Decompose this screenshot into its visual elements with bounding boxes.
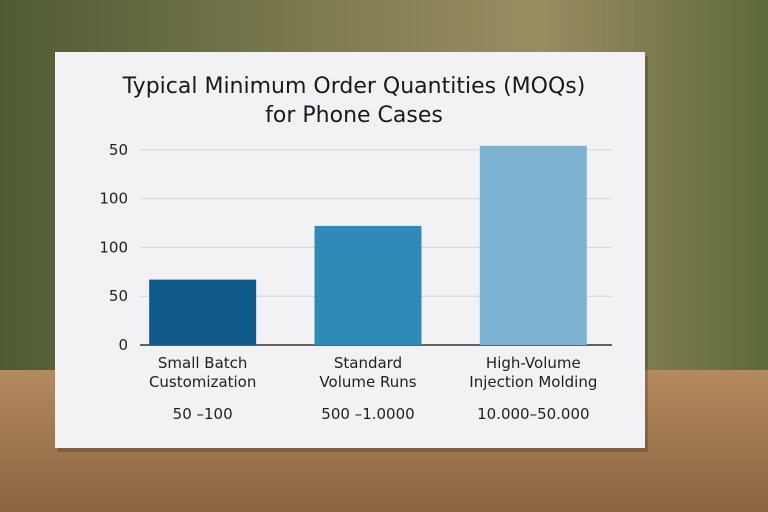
bar (479, 145, 587, 345)
bar (314, 225, 422, 345)
bar (149, 279, 257, 345)
y-tick-label: 0 (118, 336, 128, 354)
x-tick-label: Small Batch Customization (148, 354, 257, 391)
chart-title: Typical Minimum Order Quantities (MOQs) … (122, 74, 586, 128)
range-label: 500 –1.0000 (321, 405, 415, 423)
y-tick-label: 50 (109, 287, 128, 305)
range-label: 50 –100 (172, 405, 233, 423)
range-label: 10.000–50.000 (477, 405, 590, 423)
plot: 0 50 100 100 50 (99, 141, 612, 354)
y-tick-label: 50 (109, 141, 128, 159)
y-tick-label: 100 (99, 238, 128, 256)
x-tick-label: High-Volume Injection Molding (469, 354, 598, 391)
x-tick-label: Standard Volume Runs (319, 354, 417, 391)
y-tick-label: 100 (99, 190, 128, 208)
